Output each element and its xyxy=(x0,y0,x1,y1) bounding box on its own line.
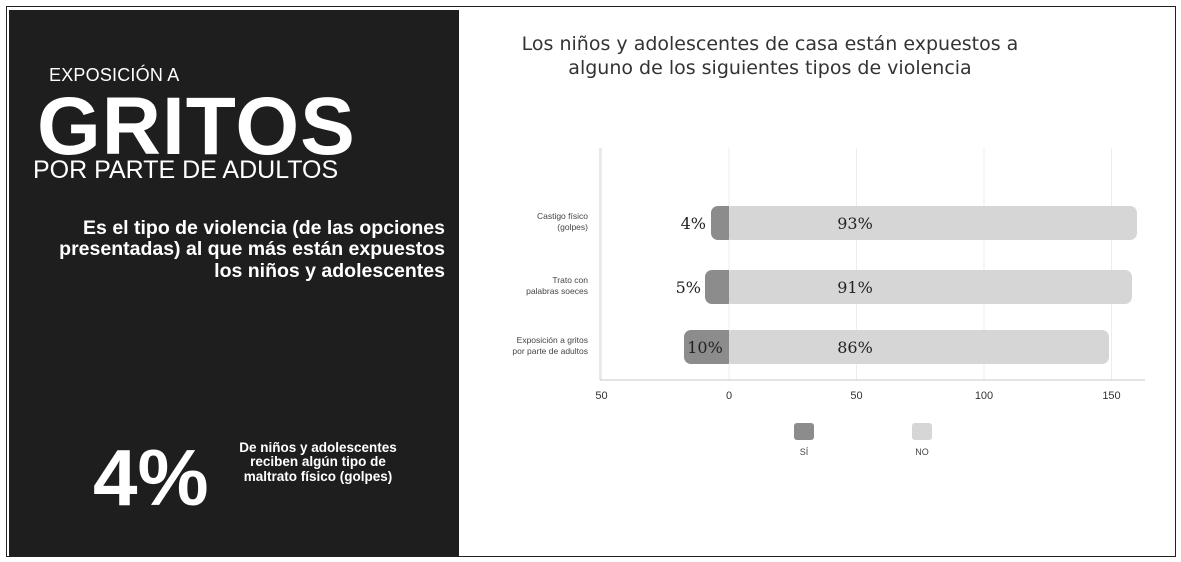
category-label: Trato con palabras soeces xyxy=(526,275,588,296)
data-label-no: 93% xyxy=(837,214,873,233)
panel-description: Es el tipo de violencia (de las opciones… xyxy=(59,217,445,282)
x-tick-label: 50 xyxy=(595,390,607,402)
x-tick-label: 0 xyxy=(726,390,732,402)
panel-headline: GRITOS xyxy=(37,81,356,172)
legend-label: NO xyxy=(915,447,929,457)
x-tick-label: 100 xyxy=(975,390,993,402)
bar-no xyxy=(725,270,1132,304)
chart-title: Los niños y adolescentes de casa están e… xyxy=(521,33,1019,79)
data-label-si: 5% xyxy=(676,278,701,297)
category-label: Castigo físico (golpes) xyxy=(537,211,588,232)
data-label-no: 91% xyxy=(837,278,873,297)
bar-no xyxy=(725,330,1109,364)
legend-swatch xyxy=(912,423,932,440)
data-label-no: 86% xyxy=(837,338,873,357)
stat-description: De niños y adolescentes reciben algún ti… xyxy=(239,440,397,484)
info-panel: EXPOSICIÓN A GRITOS POR PARTE DE ADULTOS… xyxy=(9,10,459,556)
bar-si xyxy=(684,330,729,364)
bar-si-join xyxy=(721,330,729,364)
data-label-si: 10% xyxy=(687,338,723,357)
stat-value: 4% xyxy=(93,433,209,522)
category-label: Exposición a gritos por parte de adultos xyxy=(512,335,588,356)
x-tick-label: 50 xyxy=(850,390,862,402)
x-tick-label: 150 xyxy=(1102,390,1120,402)
legend-swatch xyxy=(794,423,814,440)
data-label-si: 4% xyxy=(681,214,706,233)
panel-eyebrow: EXPOSICIÓN A xyxy=(49,65,180,85)
panel-subheadline: POR PARTE DE ADULTOS xyxy=(33,156,339,184)
legend-label: SÍ xyxy=(800,447,809,457)
bar-no xyxy=(725,206,1137,240)
bar-si-join xyxy=(721,206,729,240)
bar-si-join xyxy=(721,270,729,304)
